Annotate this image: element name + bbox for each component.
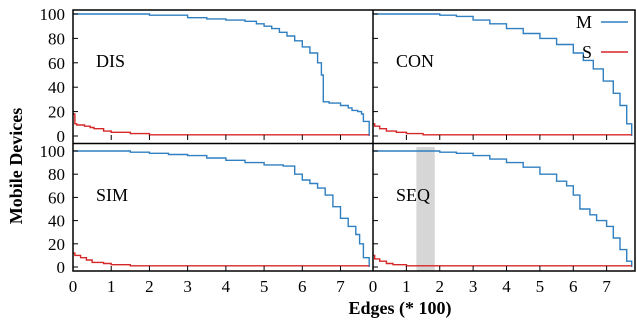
legend-label-m: M [576, 12, 592, 32]
sim-xtick-label-5: 5 [260, 277, 269, 296]
seq-series-m [373, 150, 633, 267]
seq-shaded-region [416, 147, 435, 271]
seq-xtick-label-5: 5 [536, 277, 545, 296]
dis-series-s [73, 113, 370, 136]
con-series-m [373, 13, 633, 136]
outer-frame [72, 9, 636, 272]
seq-xtick-label-2: 2 [436, 277, 445, 296]
seq-xtick-label-6: 6 [569, 277, 578, 296]
sim-ytick-label-20: 20 [48, 235, 65, 254]
seq-xtick-label-4: 4 [502, 277, 511, 296]
sim-xtick-label-2: 2 [145, 277, 154, 296]
dis-series-m [73, 13, 370, 136]
sim-xtick-label-6: 6 [298, 277, 307, 296]
sim-panel-label: SIM [96, 185, 128, 205]
seq-xtick-label-3: 3 [469, 277, 478, 296]
seq-xtick-label-7: 7 [602, 277, 611, 296]
sim-ytick-label-40: 40 [48, 212, 65, 231]
shade-layer [416, 147, 435, 271]
dis-ytick-label-20: 20 [48, 103, 65, 122]
seq-series-s [373, 254, 632, 267]
sim-xtick-label-7: 7 [336, 277, 345, 296]
x-axis-label: Edges (* 100) [349, 298, 452, 319]
sim-series-m [73, 150, 370, 267]
sim-ytick-label-100: 100 [40, 142, 66, 161]
dis-ytick-label-60: 60 [48, 54, 65, 73]
sim-series-s [73, 252, 370, 267]
ticks-layer [72, 13, 608, 271]
dis-panel-label: DIS [96, 51, 125, 71]
sim-xtick-label-4: 4 [222, 277, 231, 296]
dis-ytick-label-80: 80 [48, 29, 65, 48]
y-axis-label: Mobile Devices [6, 108, 26, 224]
con-series-s [373, 123, 632, 136]
sim-ytick-label-0: 0 [57, 258, 66, 277]
con-panel-label: CON [396, 51, 434, 71]
seq-panel-label: SEQ [396, 185, 430, 205]
frames-layer [72, 9, 636, 272]
sim-ytick-label-60: 60 [48, 188, 65, 207]
seq-xtick-label-0: 0 [369, 277, 378, 296]
sim-xtick-label-0: 0 [69, 277, 78, 296]
sim-ytick-label-80: 80 [48, 165, 65, 184]
sim-xtick-label-1: 1 [107, 277, 116, 296]
legend: M S [576, 12, 628, 62]
dis-ytick-label-100: 100 [40, 5, 66, 24]
series-layer [73, 13, 633, 267]
sim-xtick-label-3: 3 [183, 277, 192, 296]
dis-ytick-label-40: 40 [48, 78, 65, 97]
seq-xtick-label-1: 1 [402, 277, 411, 296]
dis-ytick-label-0: 0 [57, 127, 66, 146]
legend-label-s: S [582, 42, 592, 62]
